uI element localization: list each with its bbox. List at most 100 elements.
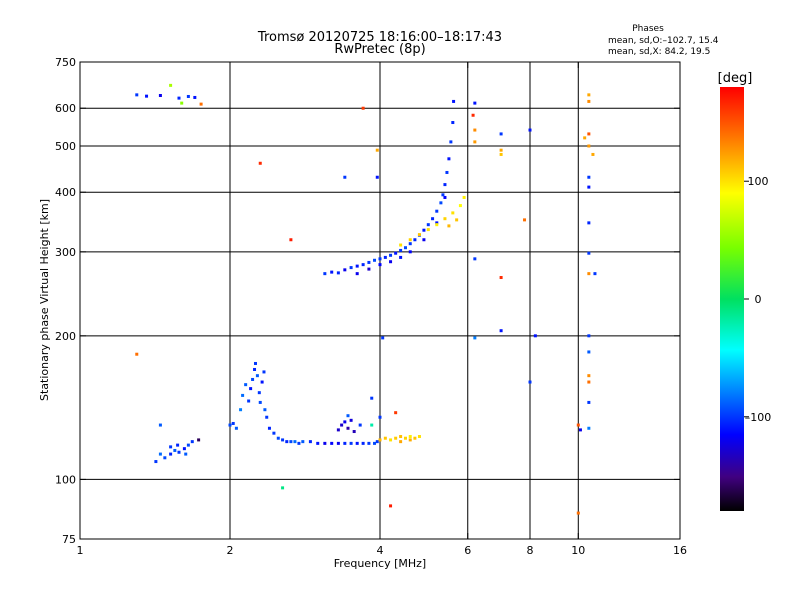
data-point xyxy=(346,414,350,418)
data-point xyxy=(458,204,462,208)
data-point xyxy=(253,367,257,371)
x-tick-label: 16 xyxy=(673,544,687,557)
data-point xyxy=(182,447,186,451)
data-point xyxy=(239,408,243,412)
data-point xyxy=(408,435,412,439)
data-point xyxy=(445,170,449,174)
data-point xyxy=(336,271,340,275)
data-point xyxy=(336,441,340,445)
data-point xyxy=(528,128,532,132)
data-point xyxy=(169,445,173,449)
data-point xyxy=(258,161,262,165)
data-point xyxy=(244,383,248,387)
colorbar xyxy=(720,87,744,511)
x-tick-label: 2 xyxy=(227,544,234,557)
y-tick-label: 300 xyxy=(55,246,76,259)
data-point xyxy=(247,399,251,403)
data-point xyxy=(413,238,417,242)
y-tick-label: 600 xyxy=(55,102,76,115)
x-tick-label: 1 xyxy=(77,544,84,557)
data-point xyxy=(378,438,382,442)
data-point xyxy=(408,438,412,442)
data-point xyxy=(408,250,412,254)
data-point xyxy=(587,221,591,225)
data-point xyxy=(285,440,289,444)
data-point xyxy=(381,336,385,340)
data-point xyxy=(343,441,347,445)
y-tick-label: 400 xyxy=(55,186,76,199)
data-point xyxy=(234,426,238,430)
data-point xyxy=(449,140,453,144)
data-point xyxy=(399,255,403,259)
data-point xyxy=(587,99,591,103)
data-point xyxy=(355,264,359,268)
data-point xyxy=(361,441,365,445)
data-point xyxy=(253,361,257,365)
data-point xyxy=(199,102,203,106)
y-tick-label: 750 xyxy=(55,56,76,69)
data-point xyxy=(343,175,347,179)
data-point xyxy=(441,193,445,197)
data-point xyxy=(499,148,503,152)
data-point xyxy=(158,423,162,427)
data-point xyxy=(255,374,259,378)
data-point xyxy=(389,438,393,442)
data-point xyxy=(435,221,439,225)
data-point xyxy=(263,408,267,412)
data-point xyxy=(330,441,334,445)
data-point xyxy=(473,257,477,261)
axis-ticks: 1 2 4 6 8 10 16 75 100 200 300 400 500 600 750 xyxy=(55,56,687,557)
phases-header: Phases xyxy=(632,24,664,34)
data-point xyxy=(361,106,365,110)
data-point xyxy=(352,430,356,434)
data-point xyxy=(135,93,139,97)
data-point xyxy=(403,246,407,250)
data-point xyxy=(435,223,439,227)
data-point xyxy=(276,436,280,440)
data-point xyxy=(408,238,412,242)
colorbar-tick-label: –100 xyxy=(745,411,772,424)
data-point xyxy=(343,420,347,424)
colorbar-ticks: 100 0 –100 xyxy=(744,175,771,424)
data-point xyxy=(367,260,371,264)
data-point xyxy=(422,228,426,232)
data-point xyxy=(190,440,194,444)
data-point xyxy=(583,136,587,140)
data-point xyxy=(473,101,477,105)
data-point xyxy=(358,423,362,427)
data-point xyxy=(186,443,190,447)
data-point xyxy=(422,238,426,242)
data-point xyxy=(389,504,393,508)
data-point xyxy=(301,440,305,444)
data-point xyxy=(251,377,255,381)
data-point xyxy=(389,260,393,264)
data-point xyxy=(394,436,398,440)
data-point xyxy=(340,423,344,427)
data-point xyxy=(265,415,269,419)
x-tick-label: 8 xyxy=(527,544,534,557)
data-point xyxy=(447,157,451,161)
data-point xyxy=(403,436,407,440)
data-point xyxy=(443,195,447,199)
data-point xyxy=(426,223,430,227)
data-point xyxy=(439,201,443,205)
colorbar-tick-label: 100 xyxy=(748,175,769,188)
data-point xyxy=(336,428,340,432)
data-point xyxy=(145,94,149,98)
data-point xyxy=(177,96,181,100)
data-point xyxy=(533,334,537,338)
data-point xyxy=(231,421,235,425)
data-point xyxy=(389,253,393,257)
data-point xyxy=(289,440,293,444)
plot-frame xyxy=(79,61,681,540)
data-point xyxy=(346,426,350,430)
data-point xyxy=(399,440,403,444)
data-point xyxy=(373,258,377,262)
grid-lines xyxy=(80,62,680,539)
data-point xyxy=(180,101,184,105)
x-tick-label: 10 xyxy=(571,544,585,557)
data-point xyxy=(587,251,591,255)
data-point xyxy=(499,329,503,333)
x-tick-label: 6 xyxy=(464,544,471,557)
data-point xyxy=(355,441,359,445)
